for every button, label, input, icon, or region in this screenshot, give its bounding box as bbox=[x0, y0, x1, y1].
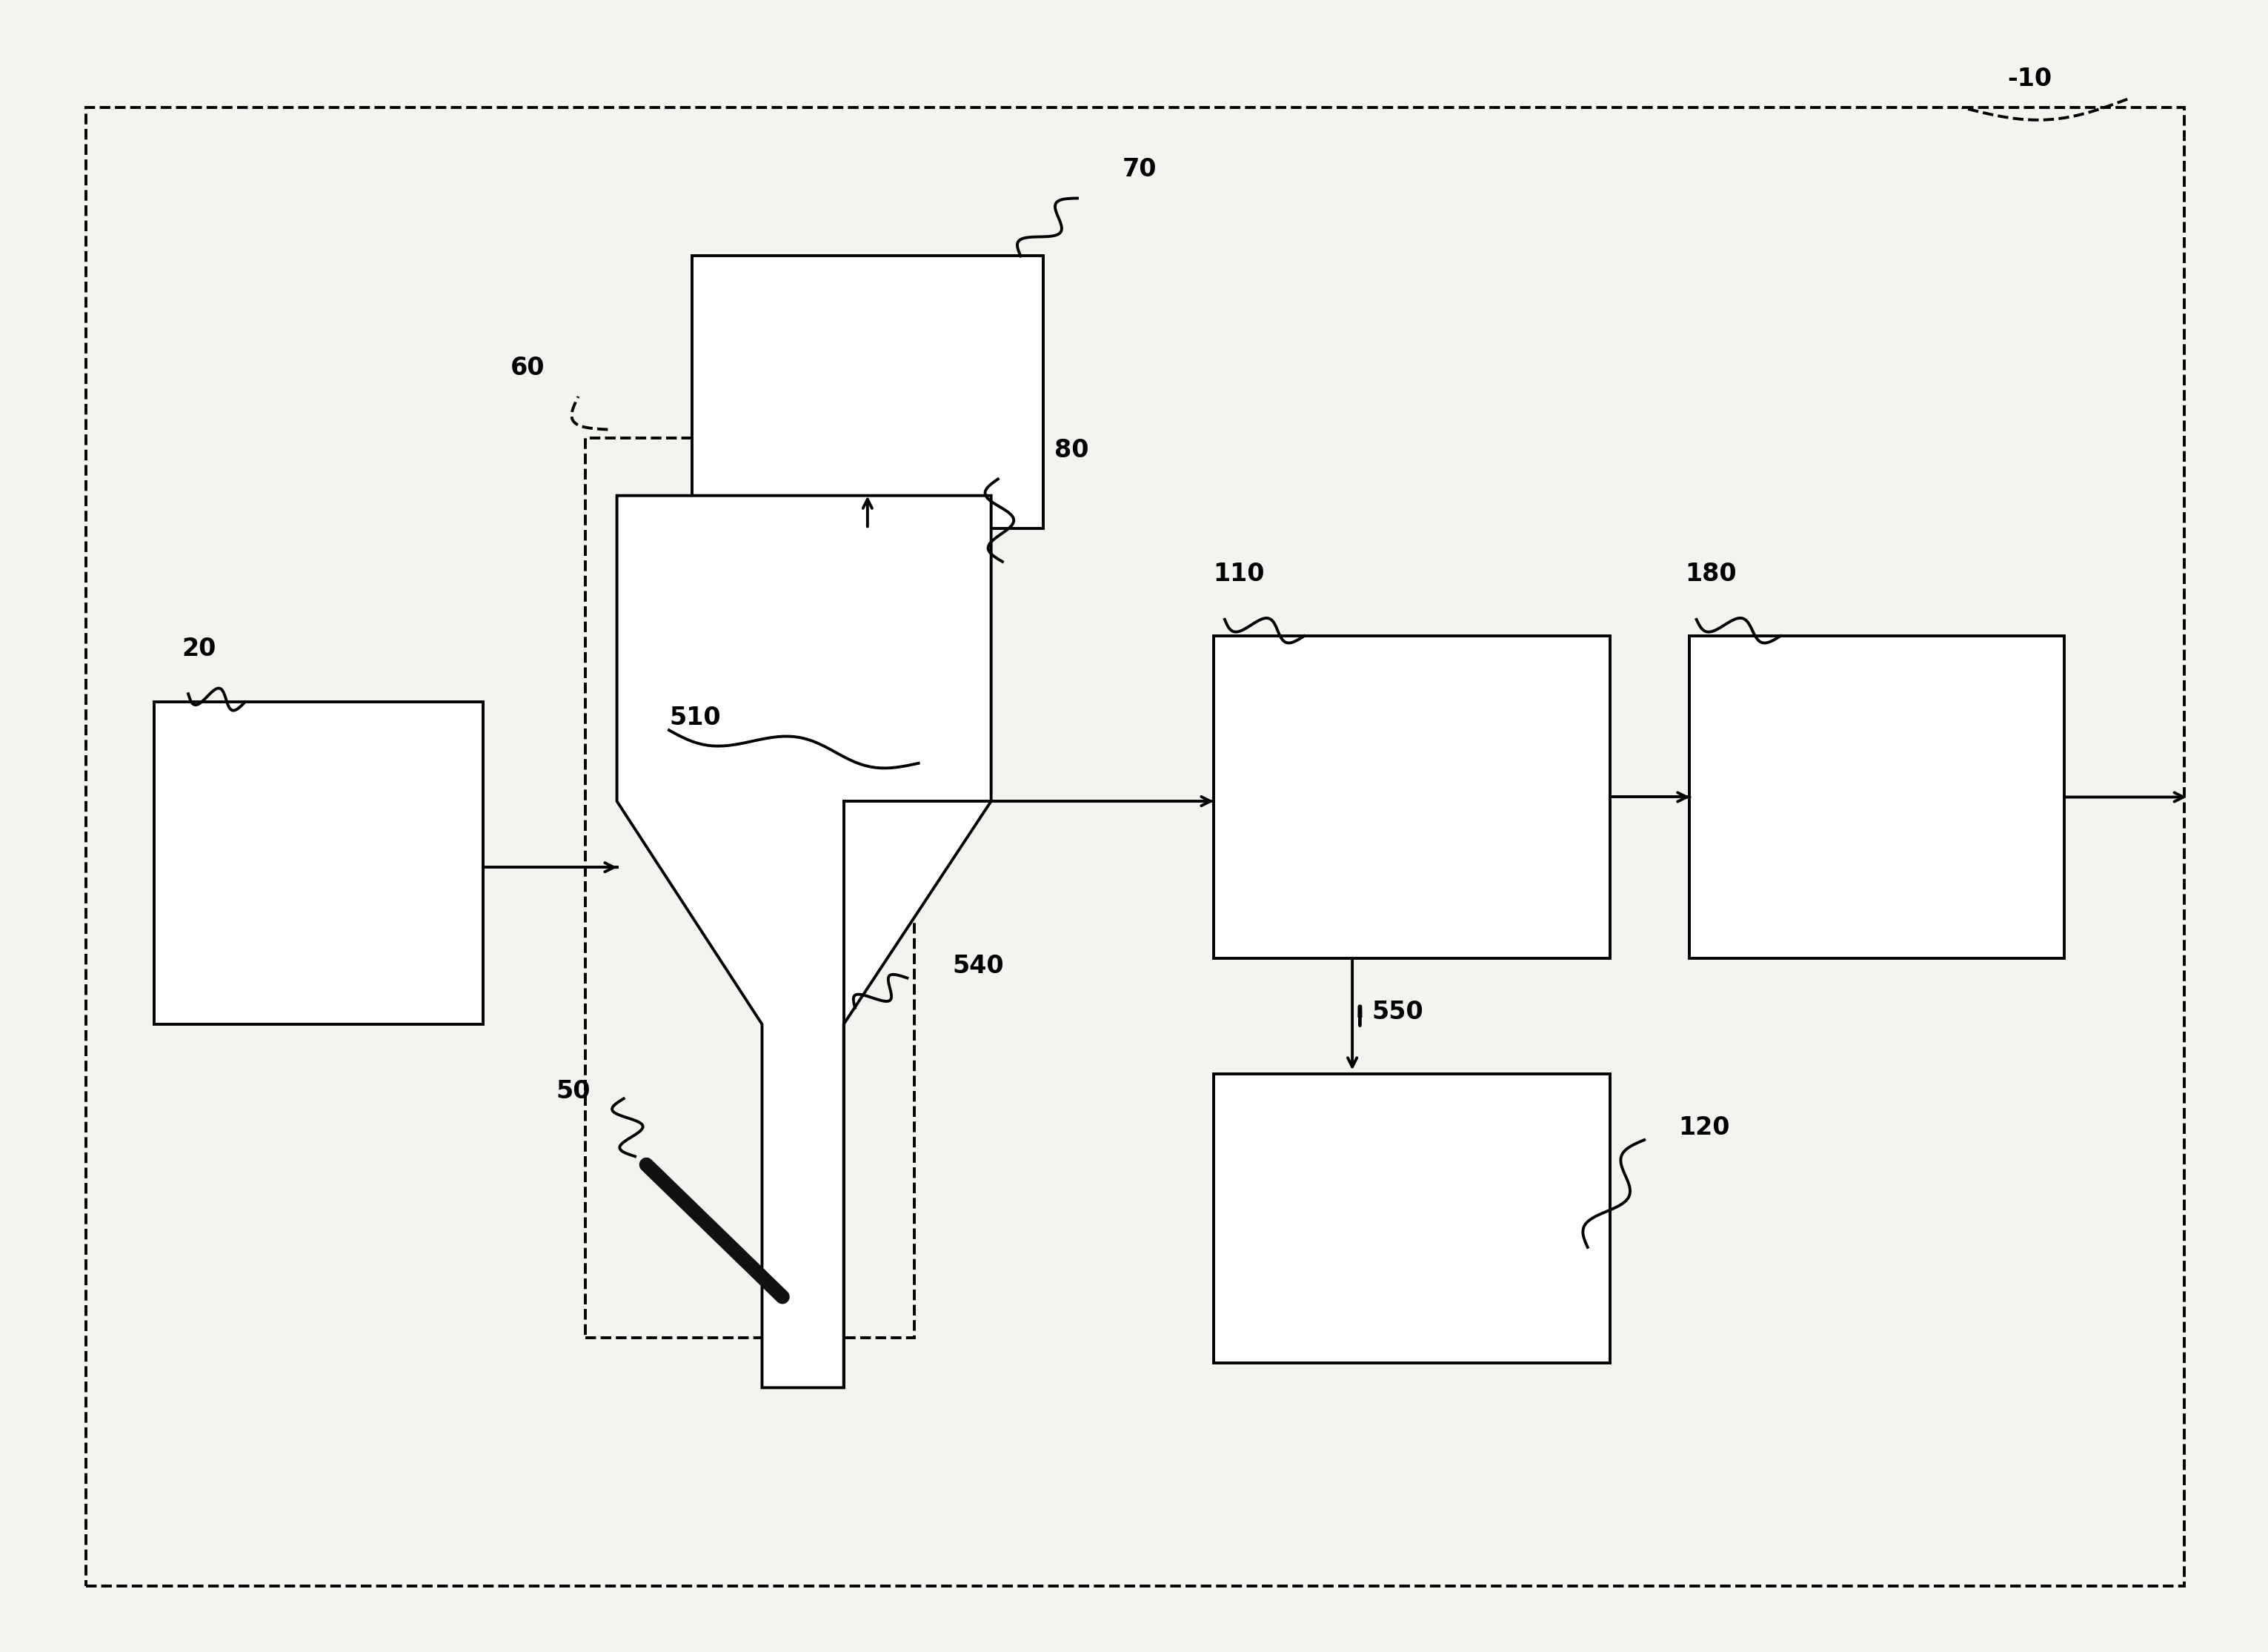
Bar bbox=[585, 438, 914, 1338]
Text: 20: 20 bbox=[181, 636, 215, 661]
Text: 70: 70 bbox=[1123, 157, 1157, 182]
Text: 120: 120 bbox=[1678, 1115, 1730, 1140]
Polygon shape bbox=[617, 496, 991, 1388]
Bar bbox=[86, 107, 2184, 1586]
Text: 550: 550 bbox=[1372, 999, 1424, 1024]
Bar bbox=[1213, 1074, 1610, 1363]
Bar bbox=[154, 702, 483, 1024]
Text: 50: 50 bbox=[556, 1079, 590, 1104]
Bar bbox=[1213, 636, 1610, 958]
Text: 540: 540 bbox=[953, 953, 1005, 978]
Text: 510: 510 bbox=[669, 705, 721, 730]
Text: -10: -10 bbox=[2007, 66, 2053, 91]
Text: 110: 110 bbox=[1213, 562, 1266, 586]
Text: 60: 60 bbox=[510, 355, 544, 380]
Text: 80: 80 bbox=[1055, 438, 1089, 463]
Text: 180: 180 bbox=[1685, 562, 1737, 586]
Bar bbox=[692, 256, 1043, 529]
Bar bbox=[1690, 636, 2064, 958]
